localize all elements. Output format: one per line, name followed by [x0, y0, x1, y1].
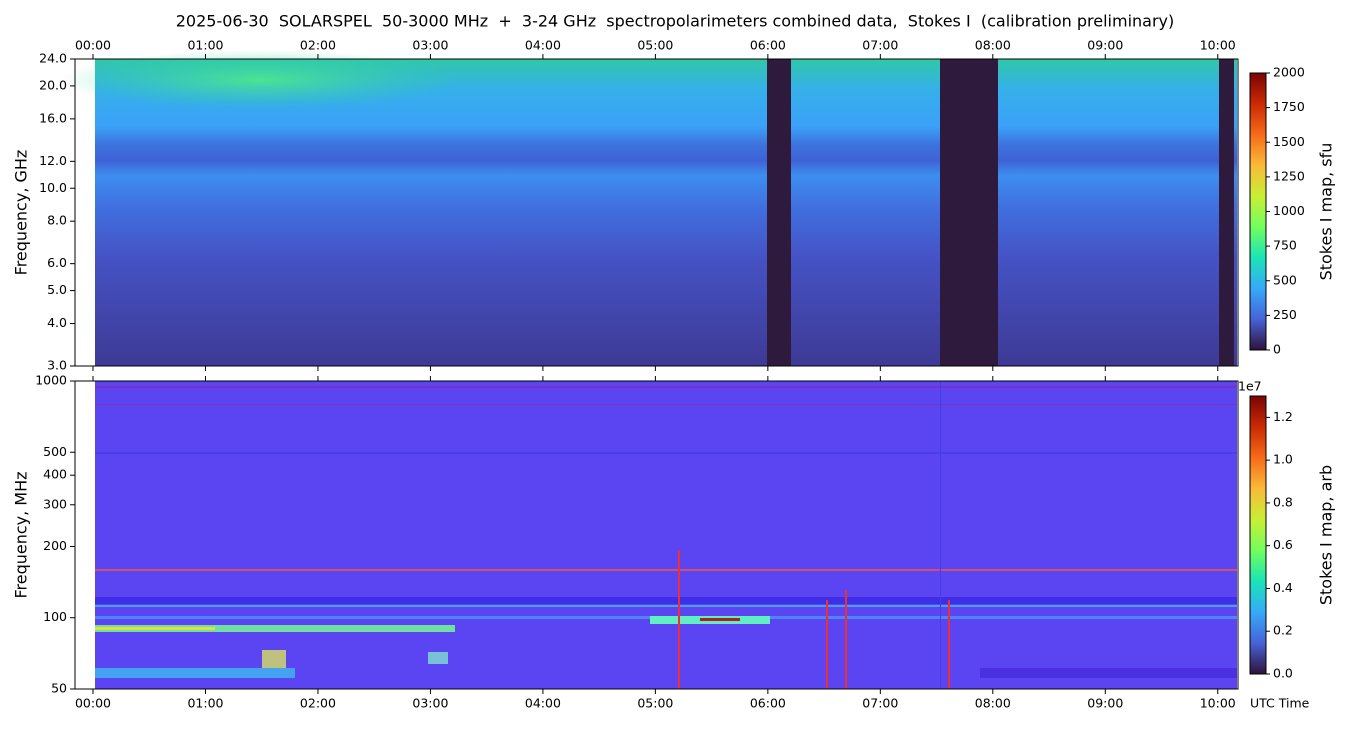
x-tick-label: 07:00 [862, 38, 898, 53]
y-tick-label: 1000 [35, 373, 67, 388]
heatmap-top [60, 50, 1237, 366]
x-tick-label: 03:00 [412, 38, 448, 53]
y-tick-label: 8.0 [47, 213, 67, 228]
colorbar-tick-label: 1.0 [1273, 452, 1293, 467]
x-tick-label: 01:00 [187, 38, 223, 53]
colorbar-offset: 1e7 [1238, 379, 1262, 394]
x-tick-label: 04:00 [525, 696, 561, 711]
x-tick-label: 07:00 [862, 696, 898, 711]
y-tick-label: 12.0 [39, 153, 67, 168]
y-tick-label: 10.0 [39, 180, 67, 195]
y-axis-label: Frequency, MHz [12, 471, 31, 598]
colorbar-tick-label: 0.2 [1273, 623, 1293, 638]
colorbar-tick-label: 250 [1273, 307, 1297, 322]
plot-frame [74, 58, 1239, 367]
y-tick-label: 24.0 [39, 51, 67, 66]
colorbar [1249, 72, 1267, 351]
x-axis-label: UTC Time [1250, 696, 1310, 711]
colorbar-tick-label: 750 [1273, 238, 1297, 253]
x-tick-label: 04:00 [525, 38, 561, 53]
y-tick-label: 200 [43, 538, 67, 553]
chart-title: 2025-06-30 SOLARSPEL 50-3000 MHz + 3-24 … [176, 12, 1175, 31]
x-tick-label: 00:00 [75, 38, 111, 53]
y-tick-label: 300 [43, 496, 67, 511]
y-tick-label: 100 [43, 609, 67, 624]
y-tick-label: 50 [51, 681, 67, 696]
x-tick-label: 10:00 [1200, 696, 1236, 711]
colorbar-label: Stokes I map, sfu [1317, 143, 1336, 281]
y-tick-label: 6.0 [47, 255, 67, 270]
x-tick-label: 06:00 [750, 696, 786, 711]
colorbar-tick-label: 1000 [1273, 203, 1305, 218]
colorbar-tick-label: 0.8 [1273, 494, 1293, 509]
x-tick-label: 05:00 [637, 696, 673, 711]
colorbar-tick-label: 0.4 [1273, 580, 1293, 595]
y-axis-label: Frequency, GHz [12, 150, 31, 276]
y-tick-label: 400 [43, 467, 67, 482]
colorbar-tick-label: 1250 [1273, 168, 1305, 183]
plot-frame [74, 380, 1239, 690]
x-tick-label: 10:00 [1200, 38, 1236, 53]
x-tick-label: 06:00 [750, 38, 786, 53]
x-tick-label: 03:00 [412, 696, 448, 711]
colorbar-label: Stokes I map, arb [1317, 465, 1336, 605]
x-tick-label: 01:00 [187, 696, 223, 711]
colorbar [1249, 395, 1267, 675]
y-tick-label: 5.0 [47, 282, 67, 297]
colorbar-tick-label: 0.6 [1273, 537, 1293, 552]
x-tick-label: 09:00 [1087, 696, 1123, 711]
x-tick-label: 02:00 [300, 696, 336, 711]
x-tick-label: 05:00 [637, 38, 673, 53]
x-tick-label: 09:00 [1087, 38, 1123, 53]
y-tick-label: 20.0 [39, 77, 67, 92]
x-tick-label: 08:00 [975, 38, 1011, 53]
colorbar-tick-label: 0.0 [1273, 666, 1293, 681]
colorbar-tick-label: 2000 [1273, 65, 1305, 80]
x-tick-label: 08:00 [975, 696, 1011, 711]
colorbar-tick-label: 1750 [1273, 99, 1305, 114]
y-tick-label: 16.0 [39, 110, 67, 125]
colorbar-tick-label: 500 [1273, 272, 1297, 287]
y-tick-label: 4.0 [47, 315, 67, 330]
x-tick-label: 00:00 [75, 696, 111, 711]
x-tick-label: 02:00 [300, 38, 336, 53]
colorbar-tick-label: 0 [1273, 342, 1281, 357]
heatmap-bottom [95, 381, 1237, 689]
colorbar-tick-label: 1500 [1273, 134, 1305, 149]
colorbar-tick-label: 1.2 [1273, 409, 1293, 424]
y-tick-label: 3.0 [47, 358, 67, 373]
y-tick-label: 500 [43, 444, 67, 459]
